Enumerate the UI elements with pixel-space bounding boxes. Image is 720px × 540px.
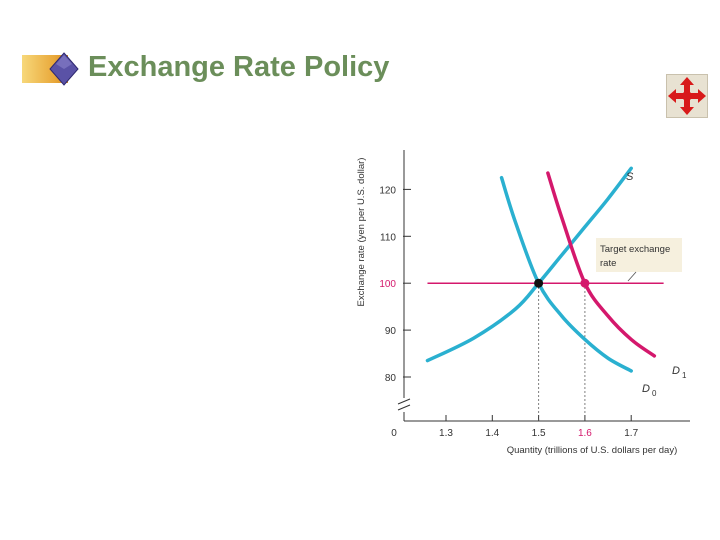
y-tick-label: 90 xyxy=(385,326,397,337)
target-label-line2: rate xyxy=(600,258,616,269)
curve-label-d0-subscript: 0 xyxy=(652,389,657,398)
y-tick-label: 110 xyxy=(380,232,396,243)
target-label-leader xyxy=(627,271,637,282)
move-arrows-icon xyxy=(668,77,706,115)
axis-break-mark xyxy=(397,398,411,405)
diamond-bullet-icon xyxy=(22,52,79,86)
curve-label-s: S xyxy=(626,171,634,183)
y-tick-label: 80 xyxy=(385,373,397,384)
equilibrium-point xyxy=(580,278,590,288)
x-tick-label: 1.4 xyxy=(485,428,499,439)
x-tick-label: 1.5 xyxy=(532,428,546,439)
y-tick-label: 120 xyxy=(379,185,396,196)
slide-title: Exchange Rate Policy xyxy=(88,51,390,83)
series-line-d1 xyxy=(546,171,657,358)
axis-break-mark xyxy=(397,404,411,411)
target-label-line1: Target exchange xyxy=(600,244,670,255)
x-tick-label: 1.3 xyxy=(439,428,453,439)
x-tick-label: 1.6 xyxy=(578,428,592,439)
series-line-d0 xyxy=(499,175,633,373)
target-label-box xyxy=(596,238,682,272)
y-tick-label: 100 xyxy=(379,279,396,290)
curve-label-d1: D xyxy=(672,365,680,377)
equilibrium-point xyxy=(534,278,544,288)
series-line-s xyxy=(425,166,633,363)
move-button[interactable] xyxy=(666,74,708,118)
y-axis-title: Exchange rate (yen per U.S. dollar) xyxy=(356,158,367,307)
slide-title-bar: Exchange Rate Policy xyxy=(22,48,462,90)
curve-label-d0: D xyxy=(642,383,650,395)
x-axis-title: Quantity (trillions of U.S. dollars per … xyxy=(507,445,678,456)
curve-label-d1-subscript: 1 xyxy=(682,371,687,380)
x-tick-label: 1.7 xyxy=(624,428,638,439)
origin-label: 0 xyxy=(391,428,397,439)
